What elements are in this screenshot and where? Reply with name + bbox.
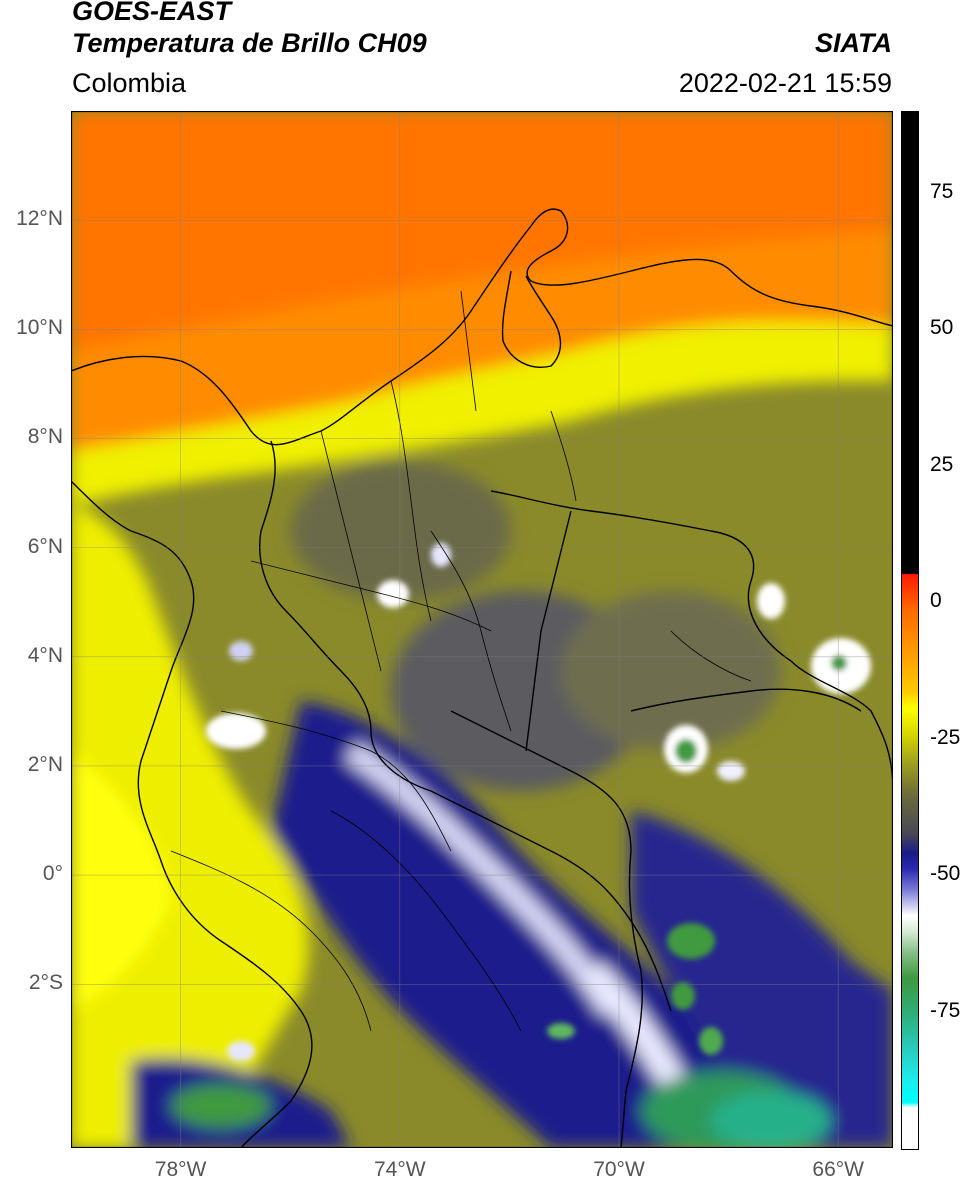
- field-ocean-yellow: [71, 506, 309, 1148]
- field-teal-core: [711, 1091, 831, 1148]
- product-satellite: GOES-EAST: [72, 0, 232, 26]
- cell-choco: [229, 641, 253, 661]
- cell-amazon-4: [547, 1023, 575, 1039]
- cell-pacific: [206, 713, 266, 749]
- cell-amazon-2: [671, 982, 695, 1010]
- lat-tick-label: 12°N: [16, 207, 63, 231]
- lon-tick-label: 78°W: [154, 1158, 207, 1181]
- field-gray-east: [561, 591, 781, 751]
- cell-coast-south: [227, 1041, 255, 1061]
- lon-tick-label: 74°W: [374, 1158, 426, 1181]
- coastlines: [71, 208, 893, 1148]
- satellite-map[interactable]: [71, 111, 893, 1148]
- department-lines: [170, 290, 752, 1032]
- colorbar-tick-label: -50: [930, 862, 961, 886]
- lat-tick-label: 10°N: [16, 316, 63, 340]
- colorbar-tick-label: 0: [930, 589, 942, 613]
- lat-tick-label: 8°N: [27, 425, 63, 449]
- graticule: [71, 111, 893, 1148]
- cell-east-4: [717, 761, 745, 781]
- lon-tick-label: 66°W: [812, 1158, 864, 1181]
- field-ocean-bright: [71, 751, 171, 1011]
- cell-andes-north: [377, 580, 409, 608]
- lon-tick-label: 70°W: [593, 1158, 645, 1181]
- field-cold-east: [631, 811, 893, 1148]
- cell-andes-ne: [431, 543, 451, 567]
- cell-amazon-3: [699, 1027, 723, 1055]
- colorbar: [901, 111, 919, 1150]
- colorbar-tick-label: -25: [930, 725, 961, 749]
- lat-tick-label: 0°: [42, 862, 63, 886]
- cell-east-3-core: [831, 655, 847, 671]
- colorbar-tick-label: 25: [930, 452, 954, 476]
- cell-amazon-1: [667, 923, 715, 959]
- lat-tick-label: 6°N: [27, 534, 63, 558]
- colorbar-tick-label: -75: [930, 998, 961, 1022]
- cell-east-1-core: [675, 739, 697, 763]
- field-hot-orange: [71, 111, 893, 351]
- organization-label: SIATA: [815, 28, 892, 58]
- lat-tick-label: 2°S: [28, 971, 63, 995]
- field-convective-line: [344, 741, 621, 1017]
- colorbar-tick-label: 50: [930, 316, 954, 340]
- cell-east-2: [757, 583, 785, 619]
- colorbar-tick-label: 75: [930, 179, 954, 203]
- region-label: Colombia: [72, 68, 187, 98]
- lat-tick-label: 2°N: [27, 752, 63, 776]
- field-yellow-band: [71, 321, 893, 506]
- map-frame: [71, 111, 893, 1148]
- field-gray-north: [291, 461, 511, 601]
- timestamp-label: 2022-02-21 15:59: [678, 68, 892, 98]
- product-title: Temperatura de Brillo CH09: [72, 28, 427, 58]
- lat-tick-label: 4°N: [27, 643, 63, 667]
- field-green-core-sw: [171, 1084, 271, 1128]
